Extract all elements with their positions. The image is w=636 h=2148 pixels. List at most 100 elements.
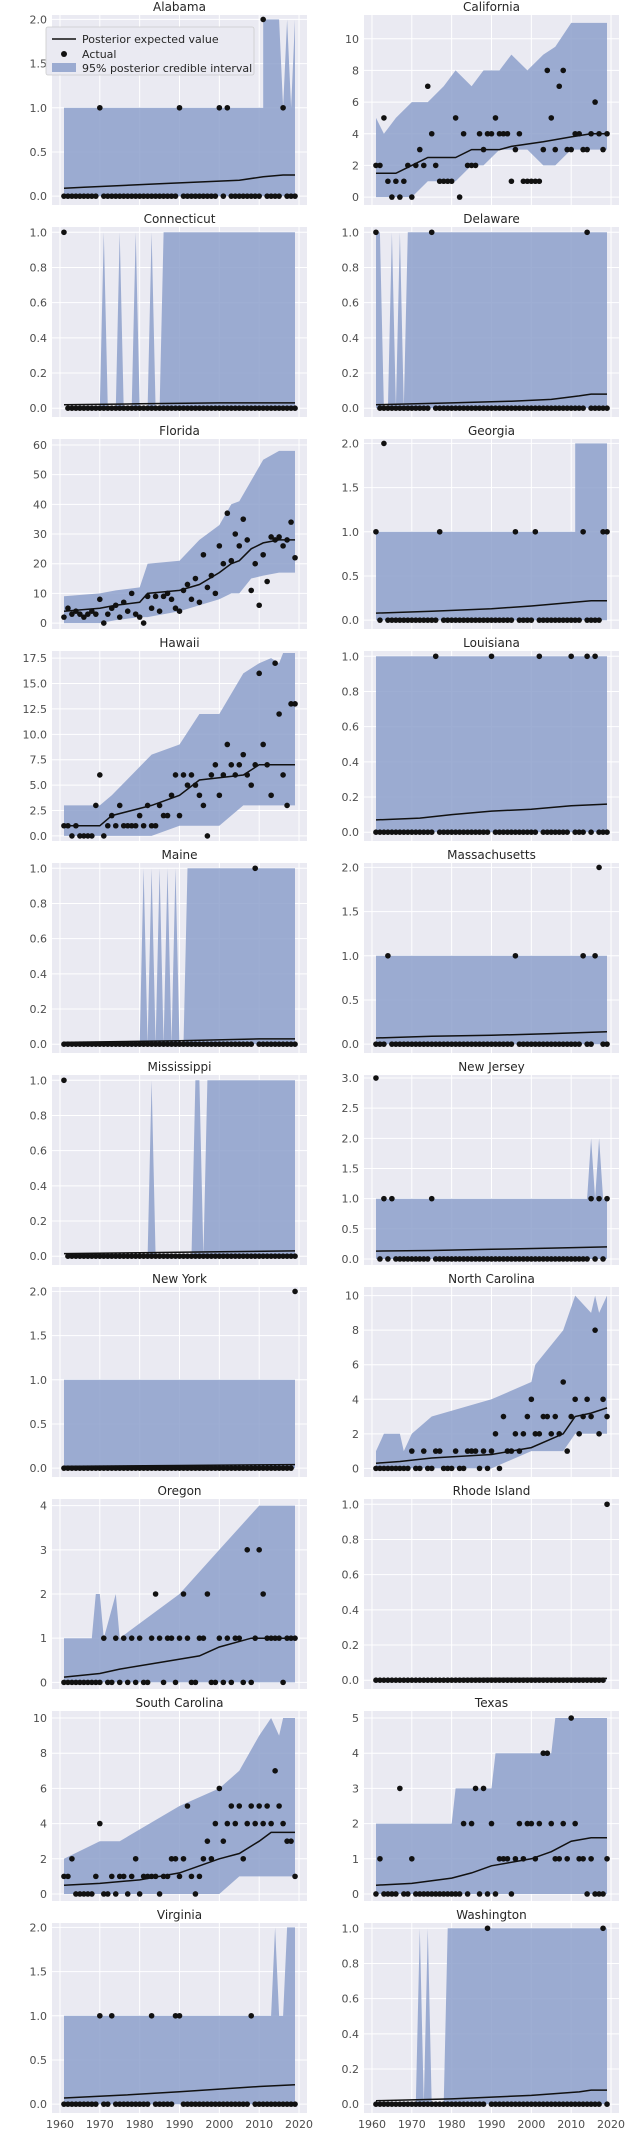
actual-point [500, 405, 507, 412]
actual-point [200, 1635, 207, 1641]
actual-point [85, 1465, 91, 1471]
credible-interval-band [64, 868, 295, 1045]
actual-point [228, 1465, 235, 1471]
actual-point [77, 611, 83, 617]
actual-point [576, 2101, 582, 2108]
y-tick-label: 0 [352, 1888, 359, 1901]
actual-point [192, 1041, 199, 1048]
actual-point [600, 1677, 606, 1684]
actual-point [564, 617, 571, 623]
actual-point [69, 833, 75, 839]
actual-point [61, 614, 67, 620]
actual-point [556, 2101, 563, 2108]
actual-point [500, 2101, 507, 2108]
actual-point [132, 405, 139, 412]
actual-point [116, 1465, 123, 1471]
actual-point [81, 405, 87, 412]
actual-point [393, 617, 399, 623]
actual-point [540, 1677, 547, 1684]
actual-point [268, 2101, 274, 2107]
actual-point [264, 1253, 270, 1260]
expected-value-line [375, 2089, 607, 2102]
actual-point [385, 1465, 391, 1472]
actual-point [508, 405, 515, 412]
actual-point [393, 178, 399, 185]
actual-point [424, 1256, 431, 1262]
panel-new-york: 0.0 0.5 1.0 1.5 2.0 New York [30, 1272, 307, 1477]
actual-point [256, 602, 262, 609]
actual-point [460, 1256, 467, 1262]
actual-point [81, 1041, 87, 1048]
actual-point [148, 1465, 155, 1471]
actual-point [196, 792, 203, 799]
actual-point [484, 829, 491, 836]
actual-point [576, 1256, 582, 1262]
actual-point [77, 1465, 83, 1471]
actual-point [460, 1041, 467, 1047]
panel-washington: 1960 1970 1980 1990 2000 2010 2020 0.0 0.2 0.4 0.6… [342, 1908, 626, 2131]
y-tick-label: 1 [352, 1853, 359, 1866]
y-tick-label: 8 [40, 1747, 47, 1760]
actual-point [420, 617, 427, 623]
actual-point [220, 1253, 227, 1260]
actual-point [104, 611, 111, 617]
x-tick-label: 2020 [597, 2118, 625, 2131]
y-tick-label: 1.5 [30, 1966, 48, 1979]
panel-title: Louisiana [463, 636, 520, 650]
y-tick-label: 10 [33, 587, 47, 600]
actual-point [116, 802, 123, 809]
actual-point [381, 115, 387, 121]
actual-point [409, 1855, 415, 1862]
actual-point [164, 405, 171, 412]
actual-point [256, 1253, 262, 1260]
actual-point [284, 1041, 290, 1048]
actual-point [432, 1448, 439, 1454]
actual-point [228, 2101, 235, 2107]
y-tick-label: 2 [40, 1853, 47, 1866]
y-tick-label: 5.0 [30, 779, 48, 792]
actual-point [397, 617, 403, 623]
actual-point [472, 1256, 479, 1262]
actual-point [476, 617, 483, 623]
actual-point [596, 130, 602, 137]
actual-point [576, 405, 582, 412]
actual-point [65, 405, 71, 412]
actual-point [61, 193, 67, 199]
y-tick-label: 1.0 [30, 1374, 48, 1387]
actual-point [188, 772, 195, 778]
actual-point [381, 405, 387, 412]
actual-point [232, 772, 239, 778]
actual-point [148, 1041, 155, 1048]
actual-point [460, 1465, 467, 1472]
actual-point [156, 608, 163, 614]
actual-point [212, 761, 219, 768]
actual-point [65, 1253, 71, 1260]
actual-point [172, 1855, 179, 1862]
actual-point [212, 1679, 219, 1686]
actual-point [401, 617, 407, 623]
y-tick-label: 0.6 [30, 933, 48, 946]
y-tick-label: 1.5 [30, 58, 48, 71]
actual-point [184, 1253, 191, 1260]
actual-point [120, 1041, 127, 1048]
actual-point [448, 1256, 455, 1262]
actual-point [128, 822, 135, 829]
y-tick-label: 2.5 [30, 805, 48, 818]
actual-point [220, 2101, 227, 2107]
actual-point [409, 1677, 415, 1684]
actual-point [120, 599, 127, 606]
actual-point [232, 405, 239, 412]
actual-point [100, 620, 107, 626]
actual-point [116, 1679, 123, 1686]
actual-point [405, 405, 411, 412]
actual-point [85, 1891, 91, 1897]
actual-point [393, 1677, 399, 1684]
actual-point [568, 1041, 574, 1047]
actual-point [188, 1041, 195, 1048]
actual-point [236, 761, 243, 768]
actual-point [420, 405, 427, 412]
actual-point [416, 1256, 423, 1262]
actual-point [424, 1891, 431, 1897]
actual-point [532, 1431, 539, 1437]
actual-point [93, 405, 99, 412]
